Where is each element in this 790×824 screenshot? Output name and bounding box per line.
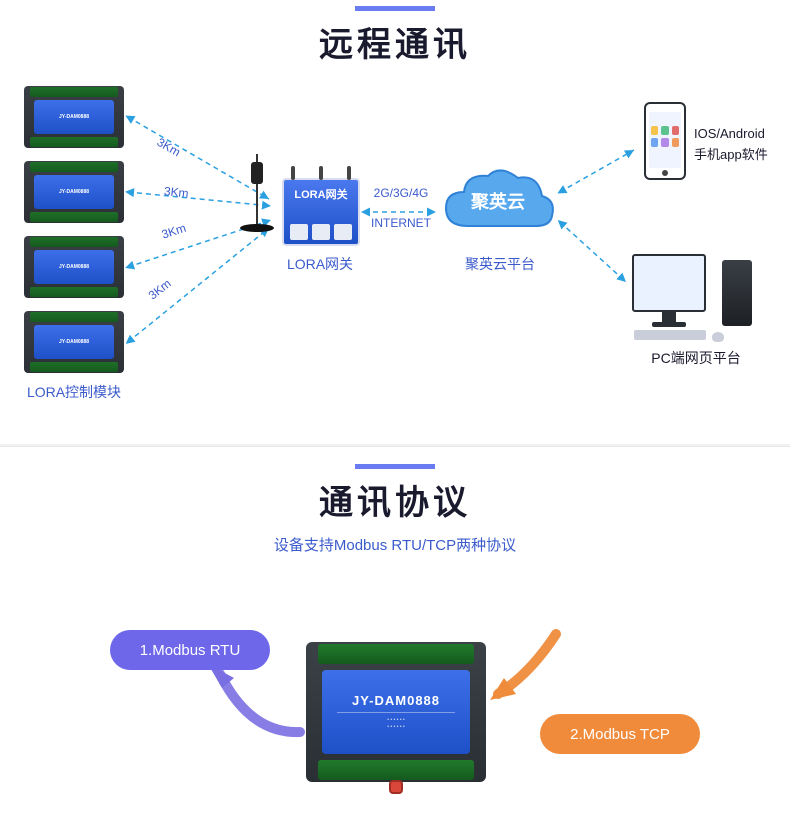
lora-module-2: JY-DAM0888 <box>24 161 124 223</box>
protocol-module: JY-DAM0888 • • • • • •• • • • • • <box>306 642 486 782</box>
cloud-icon: 聚英云 <box>438 166 558 244</box>
external-antenna-icon <box>240 154 274 232</box>
distance-label-1: 3Km <box>155 135 183 159</box>
pill-right-text: 2.Modbus TCP <box>570 726 670 743</box>
title-rule-2 <box>355 464 435 469</box>
module-name: JY-DAM0888 <box>59 264 89 270</box>
pc-icon <box>632 254 752 344</box>
modules-label: LORA控制模块 <box>14 382 134 402</box>
lora-module-1: JY-DAM0888 <box>24 86 124 148</box>
distance-label-2: 3Km <box>163 184 189 201</box>
phone-label-2: 手机app软件 <box>694 144 790 163</box>
link-label-2: INTERNET <box>366 216 436 230</box>
module-name: JY-DAM0888 <box>59 114 89 120</box>
cloud-label: 聚英云平台 <box>450 254 550 274</box>
section-divider <box>0 444 790 446</box>
section-protocol: 通讯协议 设备支持Modbus RTU/TCP两种协议 1.Modbus RTU… <box>0 464 790 824</box>
phone-label-1: IOS/Android <box>694 126 790 141</box>
lora-module-4: JY-DAM0888 <box>24 311 124 373</box>
gateway-title: LORA网关 <box>294 186 347 202</box>
pc-label: PC端网页平台 <box>636 348 756 368</box>
distance-label-4: 3Km <box>146 276 174 302</box>
section-remote-comm: 远程通讯 JY-DAM0888 JY-DAM0888 JY-DAM <box>0 6 790 446</box>
title-rule-1 <box>355 6 435 11</box>
protocol-module-name: JY-DAM0888 <box>352 693 440 708</box>
module-name: JY-DAM0888 <box>59 339 89 345</box>
cloud-text: 聚英云 <box>438 188 558 214</box>
gateway-label: LORA网关 <box>270 254 370 274</box>
pill-modbus-rtu: 1.Modbus RTU <box>110 630 270 670</box>
distance-label-3: 3Km <box>160 221 188 242</box>
subtitle-2: 设备支持Modbus RTU/TCP两种协议 <box>0 534 790 555</box>
title-2: 通讯协议 <box>0 475 790 524</box>
module-name: JY-DAM0888 <box>59 189 89 195</box>
pill-left-text: 1.Modbus RTU <box>140 642 241 659</box>
phone-icon <box>644 102 686 180</box>
lora-gateway: LORA网关 <box>282 178 360 246</box>
lora-module-3: JY-DAM0888 <box>24 236 124 298</box>
title-1: 远程通讯 <box>0 17 790 66</box>
link-label-1: 2G/3G/4G <box>366 186 436 200</box>
pill-modbus-tcp: 2.Modbus TCP <box>540 714 700 754</box>
